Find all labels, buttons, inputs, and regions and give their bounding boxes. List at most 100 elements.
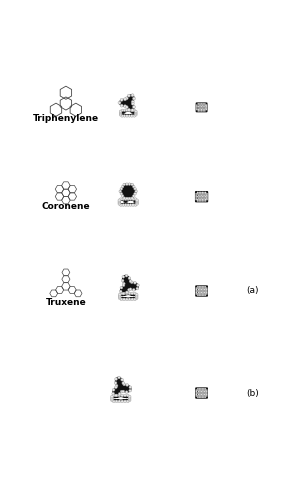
Circle shape	[204, 106, 205, 108]
Circle shape	[118, 400, 121, 402]
Circle shape	[198, 292, 199, 293]
Circle shape	[205, 288, 206, 289]
Circle shape	[119, 110, 122, 112]
Circle shape	[125, 106, 128, 108]
Circle shape	[204, 194, 205, 196]
Circle shape	[201, 292, 202, 293]
Circle shape	[200, 193, 201, 194]
Circle shape	[113, 394, 115, 397]
Circle shape	[205, 104, 207, 106]
Circle shape	[203, 199, 205, 200]
Circle shape	[135, 190, 137, 192]
Circle shape	[127, 198, 129, 200]
Circle shape	[199, 192, 200, 193]
Circle shape	[121, 280, 124, 282]
Circle shape	[124, 198, 127, 200]
Circle shape	[118, 102, 121, 104]
Circle shape	[136, 199, 138, 202]
Circle shape	[121, 378, 123, 381]
Circle shape	[200, 108, 201, 109]
Circle shape	[197, 199, 198, 200]
Circle shape	[135, 293, 138, 296]
Circle shape	[202, 198, 204, 199]
Circle shape	[201, 103, 202, 104]
Circle shape	[113, 400, 115, 402]
Circle shape	[196, 104, 197, 106]
FancyBboxPatch shape	[196, 286, 207, 296]
Circle shape	[206, 194, 208, 196]
Circle shape	[205, 194, 207, 196]
Circle shape	[205, 193, 206, 194]
Circle shape	[119, 114, 122, 116]
Circle shape	[199, 196, 200, 198]
Circle shape	[128, 197, 131, 200]
Circle shape	[203, 396, 205, 398]
Circle shape	[196, 108, 197, 109]
Circle shape	[201, 194, 202, 196]
Circle shape	[202, 292, 204, 293]
Circle shape	[123, 292, 125, 295]
Circle shape	[200, 390, 201, 391]
Circle shape	[120, 292, 123, 295]
Circle shape	[196, 391, 197, 392]
Circle shape	[197, 388, 199, 390]
Circle shape	[202, 104, 203, 106]
Circle shape	[202, 108, 203, 109]
Polygon shape	[120, 294, 136, 298]
Circle shape	[203, 193, 205, 194]
Circle shape	[205, 104, 206, 106]
Circle shape	[126, 197, 128, 200]
Circle shape	[199, 392, 200, 394]
Circle shape	[196, 109, 197, 110]
Circle shape	[118, 200, 121, 203]
Circle shape	[203, 388, 205, 390]
Circle shape	[129, 204, 132, 206]
Circle shape	[201, 110, 202, 112]
Circle shape	[203, 108, 205, 109]
Circle shape	[199, 391, 201, 392]
Polygon shape	[121, 111, 135, 115]
Circle shape	[120, 298, 123, 300]
Circle shape	[199, 394, 201, 395]
Circle shape	[203, 290, 205, 292]
Circle shape	[199, 395, 200, 396]
Text: (b): (b)	[246, 388, 259, 398]
Circle shape	[205, 198, 207, 199]
Circle shape	[131, 298, 133, 300]
Polygon shape	[120, 184, 136, 198]
Circle shape	[199, 194, 201, 196]
Circle shape	[123, 298, 125, 300]
Circle shape	[110, 396, 113, 399]
Circle shape	[115, 384, 118, 387]
Circle shape	[204, 391, 205, 392]
Circle shape	[197, 192, 198, 193]
Circle shape	[115, 378, 117, 380]
Circle shape	[121, 400, 124, 402]
Circle shape	[199, 198, 201, 199]
Circle shape	[202, 391, 204, 392]
Circle shape	[131, 100, 134, 103]
Circle shape	[196, 290, 197, 292]
Circle shape	[199, 290, 200, 292]
Circle shape	[198, 106, 199, 108]
Circle shape	[199, 199, 200, 200]
Circle shape	[201, 391, 202, 392]
Circle shape	[206, 193, 208, 194]
Circle shape	[129, 288, 132, 290]
Circle shape	[199, 286, 200, 288]
Circle shape	[120, 104, 123, 107]
Circle shape	[202, 200, 203, 202]
Circle shape	[199, 289, 201, 290]
Circle shape	[203, 196, 205, 198]
Circle shape	[199, 294, 200, 296]
Circle shape	[135, 112, 137, 114]
Circle shape	[202, 289, 204, 290]
Text: Triphenylene: Triphenylene	[33, 114, 99, 123]
Circle shape	[136, 287, 139, 290]
Circle shape	[128, 277, 131, 280]
Circle shape	[195, 194, 197, 196]
Circle shape	[134, 188, 136, 190]
Circle shape	[125, 391, 128, 394]
Circle shape	[122, 198, 125, 200]
Circle shape	[206, 390, 208, 391]
